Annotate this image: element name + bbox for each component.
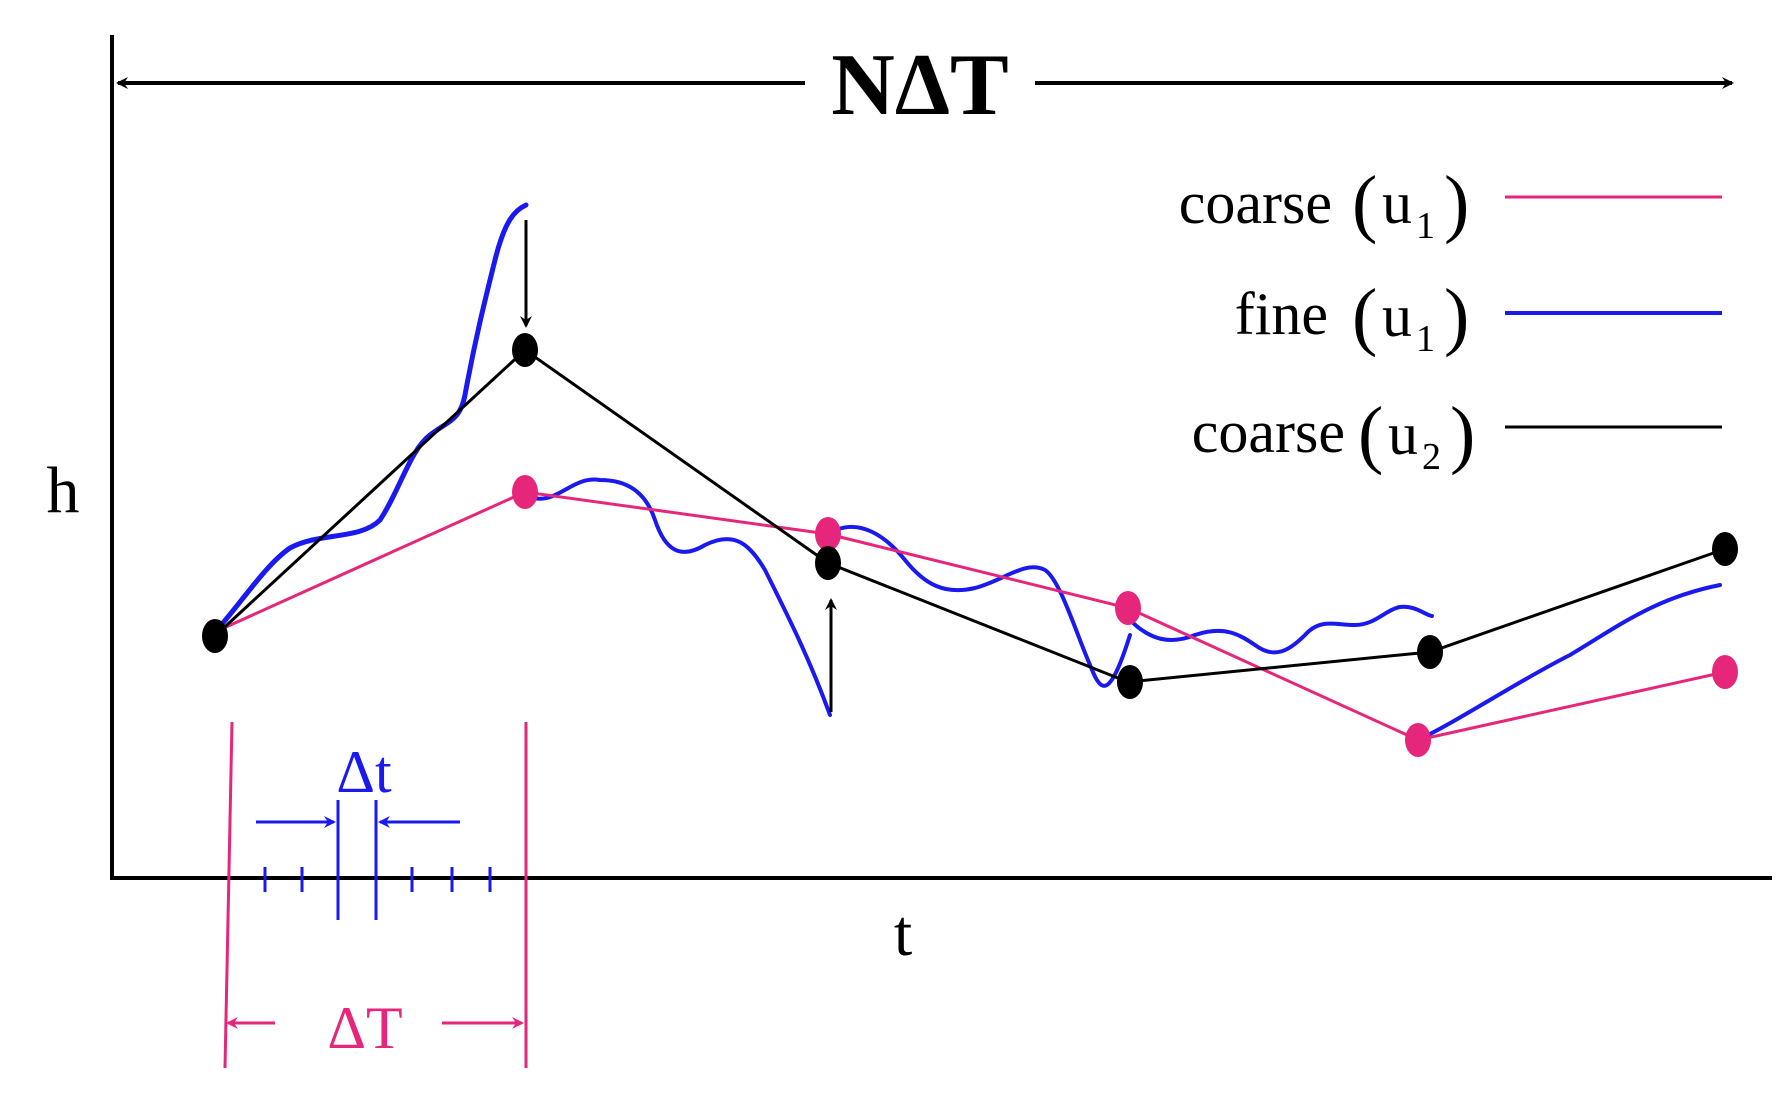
legend-item-fine-u1: fine ( u 1 ): [1235, 274, 1722, 360]
legend-var: u: [1382, 283, 1412, 349]
coarse-u1-point: [815, 517, 841, 551]
fine-step-label: Δt: [336, 739, 392, 805]
legend-paren-open: (: [1352, 161, 1377, 245]
legend-base-text: coarse: [1179, 170, 1332, 236]
coarse-u2-series: [202, 333, 1738, 699]
coarse-u2-point: [1417, 635, 1443, 669]
axes: [110, 35, 1772, 880]
fine-u1-segment: [1128, 604, 1434, 655]
legend-sub: 1: [1416, 318, 1435, 360]
total-span-arrow: NΔT: [116, 37, 1734, 134]
y-axis-label: h: [47, 454, 80, 527]
legend-paren-close: ): [1450, 392, 1475, 476]
legend-item-coarse-u1: coarse ( u 1 ): [1179, 161, 1722, 247]
legend-sub: 1: [1416, 205, 1435, 247]
coarse-u1-point: [1405, 723, 1431, 757]
fine-u1-segment: [212, 202, 529, 635]
x-axis-label: t: [894, 897, 912, 970]
coarse-u1-series: [214, 475, 1738, 757]
coarse-u1-point: [1115, 591, 1141, 625]
total-span-label: NΔT: [831, 37, 1008, 134]
legend: coarse ( u 1 ) fine ( u 1 ) coarse ( u 2…: [1179, 161, 1722, 478]
fine-u1-segment: [834, 524, 1132, 688]
legend-paren-close: ): [1444, 161, 1469, 245]
legend-sub: 2: [1422, 436, 1441, 478]
coarse-u2-point: [202, 619, 228, 653]
coarse-u1-line: [214, 490, 1726, 742]
coarse-step-label: ΔT: [327, 995, 402, 1061]
coarse-step-left-boundary: [223, 721, 234, 1069]
fine-u1-segment: [1416, 583, 1722, 742]
fine-u1-series: [212, 202, 1722, 742]
legend-base-text: fine: [1235, 281, 1328, 347]
legend-item-coarse-u2: coarse ( u 2 ): [1192, 392, 1722, 478]
coarse-step-bracket: ΔT: [223, 721, 528, 1069]
legend-var: u: [1382, 170, 1412, 236]
legend-base-text: coarse: [1192, 399, 1345, 465]
coarse-u2-point: [512, 333, 538, 367]
coarse-u2-point: [1712, 532, 1738, 566]
legend-paren-open: (: [1352, 274, 1377, 358]
coarse-u1-point: [512, 475, 538, 509]
fine-step-marker: [256, 800, 492, 920]
legend-paren-close: ): [1444, 274, 1469, 358]
coarse-u2-line: [213, 348, 1726, 684]
coarse-u2-point: [1117, 665, 1143, 699]
fine-u1-segment: [523, 477, 832, 717]
coarse-u2-point: [815, 546, 841, 580]
coarse-u1-point: [1712, 655, 1738, 689]
legend-paren-open: (: [1358, 392, 1383, 476]
legend-var: u: [1388, 401, 1418, 467]
